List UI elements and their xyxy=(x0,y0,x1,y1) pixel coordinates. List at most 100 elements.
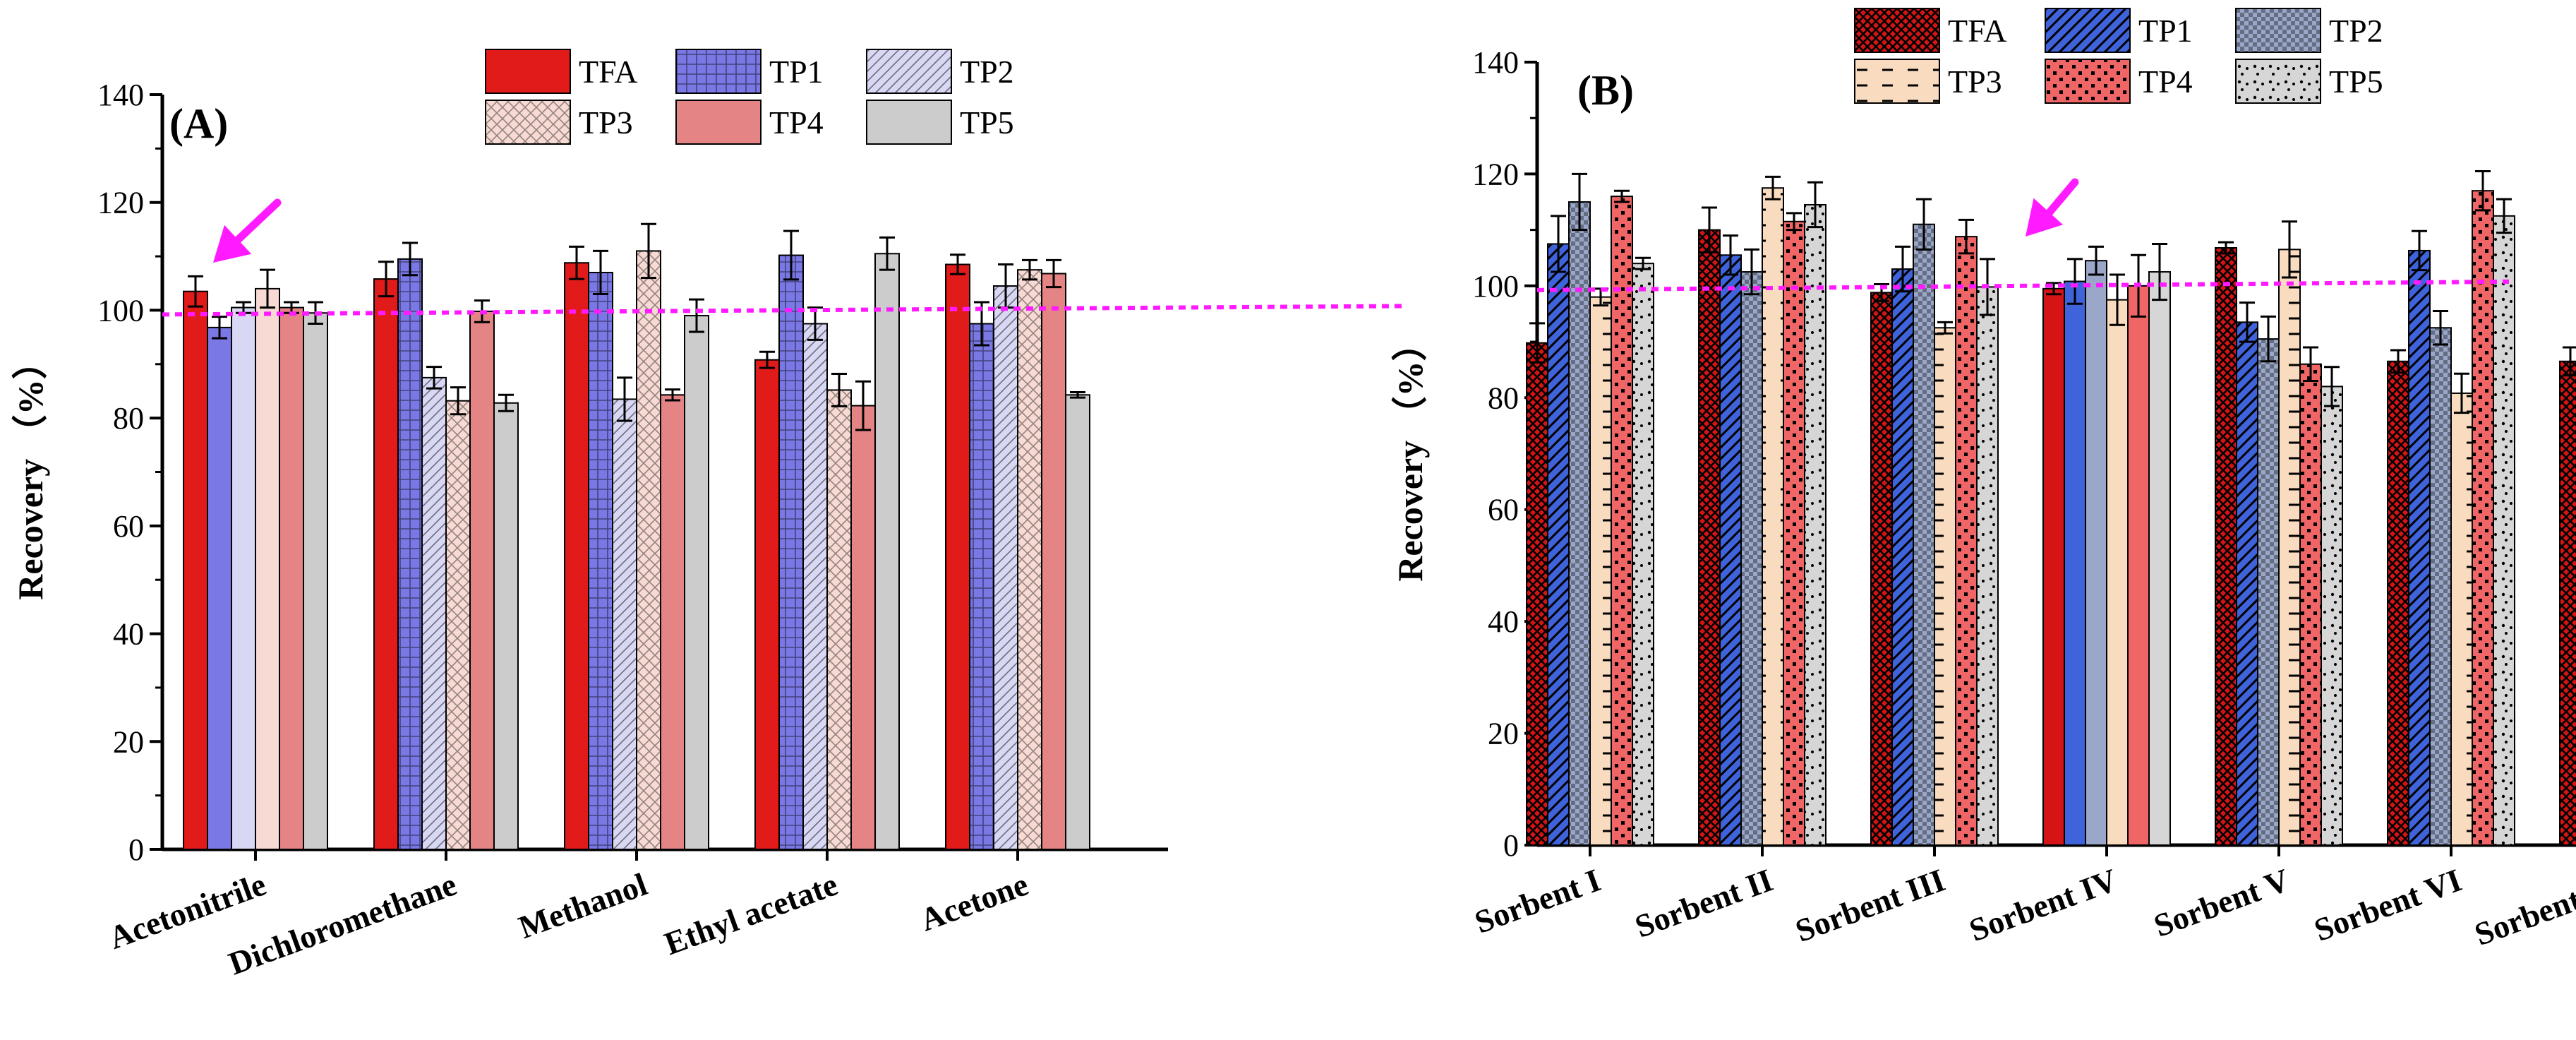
bar-sorbent-v-tp2-pattern xyxy=(2258,339,2279,845)
legend-label-tp1: TP1 xyxy=(2138,13,2193,49)
bar-dichloromethane-tp3-pattern xyxy=(446,400,470,849)
legend-swatch-tp5-pattern xyxy=(2236,59,2321,103)
category-label-sorbent-iii: Sorbent III xyxy=(1790,861,1949,949)
y-tick-label: 80 xyxy=(113,401,144,436)
bar-sorbent-i-tp2-pattern xyxy=(1569,202,1590,845)
bar-sorbent-vi-tp5-pattern xyxy=(2493,215,2515,845)
bar-acetonitrile-tp3 xyxy=(255,287,280,850)
bar-acetonitrile-tp5 xyxy=(303,312,328,851)
bar-sorbent-vi-tp4-pattern xyxy=(2472,191,2493,845)
y-tick-label: 100 xyxy=(1472,269,1519,304)
legend-swatch-tp1-pattern xyxy=(676,49,761,93)
category-label-sorbent-ii: Sorbent II xyxy=(1630,861,1777,944)
bar-sorbent-iii-tp5-pattern xyxy=(1977,287,1998,846)
category-label-sorbent-i: Sorbent I xyxy=(1470,861,1606,940)
y-tick-label: 60 xyxy=(113,509,144,544)
bar-sorbent-v-tp3-pattern xyxy=(2279,249,2300,845)
bar-dichloromethane-tp4 xyxy=(469,310,495,851)
bar-sorbent-vii-tfa-pattern xyxy=(2560,361,2576,846)
y-tick-label: 120 xyxy=(97,186,144,220)
bar-sorbent-ii-tp3-pattern xyxy=(1762,188,1783,845)
legend-label-tp5: TP5 xyxy=(960,104,1014,141)
bar-methanol-tp2-pattern xyxy=(613,399,637,849)
bar-sorbent-vi-tp2-pattern xyxy=(2430,328,2451,846)
y-tick-label: 40 xyxy=(113,617,144,652)
bar-methanol-tp3-pattern xyxy=(637,251,661,850)
bar-sorbent-vi-tp3-pattern xyxy=(2451,393,2472,845)
bar-methanol-tp1-pattern xyxy=(589,272,613,849)
legend-swatch-tfa xyxy=(485,49,571,94)
category-label-sorbent-v: Sorbent V xyxy=(2149,861,2294,943)
bar-sorbent-ii-tfa-pattern xyxy=(1699,229,1720,846)
bar-sorbent-ii-tp1-pattern xyxy=(1720,255,1741,845)
legend-swatch-tp5 xyxy=(866,100,952,145)
y-tick-label: 140 xyxy=(97,78,144,112)
bar-ethyl-acetate-tp2-pattern xyxy=(803,323,827,850)
bar-methanol-tp4 xyxy=(660,394,685,850)
bar-sorbent-iii-tp3-pattern xyxy=(1934,328,1956,846)
legend-label-tp4: TP4 xyxy=(769,104,824,141)
y-tick-label: 20 xyxy=(113,724,144,759)
legend-swatch-tp1-pattern xyxy=(2045,8,2130,52)
bar-sorbent-vi-tp1-pattern xyxy=(2409,250,2430,845)
bar-ethyl-acetate-tfa xyxy=(754,359,780,851)
legend-swatch-tp4 xyxy=(675,100,762,145)
bar-sorbent-iv-tp2 xyxy=(2085,260,2107,847)
category-label-methanol: Methanol xyxy=(514,866,651,945)
bar-sorbent-i-tp4-pattern xyxy=(1611,196,1632,846)
bar-acetone-tp3-pattern xyxy=(1018,270,1042,849)
bar-acetonitrile-tp4 xyxy=(279,306,304,850)
legend-swatch-tp2-pattern xyxy=(867,49,951,93)
y-tick-label: 100 xyxy=(97,293,144,328)
bar-ethyl-acetate-tp1-pattern xyxy=(779,255,803,849)
y-tick-label: 0 xyxy=(1503,828,1519,863)
legend-label-tp2: TP2 xyxy=(960,54,1014,90)
bar-acetone-tfa xyxy=(945,263,970,850)
bar-methanol-tp5 xyxy=(684,315,709,851)
legend-label-tp3: TP3 xyxy=(1948,64,2002,100)
y-tick-label: 80 xyxy=(1488,381,1519,415)
legend-swatch-tp2-pattern xyxy=(2236,8,2321,52)
highlight-arrow-head xyxy=(2026,198,2064,237)
legend-label-tp1: TP1 xyxy=(769,54,824,90)
bar-sorbent-ii-tp5-pattern xyxy=(1805,204,1826,845)
bar-sorbent-iv-tp5 xyxy=(2148,271,2171,846)
legend-label-tp5: TP5 xyxy=(2329,64,2383,100)
bar-sorbent-i-tp5-pattern xyxy=(1632,263,1654,846)
y-tick-label: 140 xyxy=(1472,45,1519,80)
bar-acetonitrile-tp2 xyxy=(231,306,256,850)
category-label-sorbent-vi: Sorbent VI xyxy=(2309,861,2466,948)
category-label-acetone: Acetone xyxy=(915,866,1033,938)
legend-label-tp2: TP2 xyxy=(2329,13,2383,49)
reference-line xyxy=(1536,279,2510,292)
bar-ethyl-acetate-tp5 xyxy=(874,253,900,850)
bar-sorbent-ii-tp4-pattern xyxy=(1783,221,1805,845)
bar-sorbent-iii-tp4-pattern xyxy=(1956,237,1977,845)
y-tick-label: 20 xyxy=(1488,717,1519,751)
bar-sorbent-i-tp1-pattern xyxy=(1548,244,1569,846)
bar-acetone-tp2-pattern xyxy=(994,286,1018,849)
bar-acetone-tp4 xyxy=(1041,273,1066,850)
bar-sorbent-iii-tfa-pattern xyxy=(1871,292,1892,845)
bar-sorbent-iv-tp1 xyxy=(2064,280,2086,846)
bar-sorbent-v-tfa-pattern xyxy=(2215,247,2237,845)
bar-sorbent-v-tp4-pattern xyxy=(2300,364,2321,845)
chart-panel-b: 0 20 40 60 80 100 120 140 Recovery （%） (B) Sorbent… xyxy=(1390,8,2576,952)
legend-label-tfa: TFA xyxy=(579,54,638,90)
bar-sorbent-iv-tp4 xyxy=(2127,285,2150,847)
bar-ethyl-acetate-tp4 xyxy=(850,405,876,850)
bar-sorbent-i-tfa-pattern xyxy=(1527,342,1548,845)
category-label-sorbent-vii: Sorbent VII xyxy=(2470,861,2576,952)
y-tick-label: 0 xyxy=(128,832,144,867)
bar-sorbent-v-tp1-pattern xyxy=(2237,322,2258,845)
bar-sorbent-iii-tp1-pattern xyxy=(1892,269,1913,845)
legend-swatch-tfa-pattern xyxy=(1855,8,1939,52)
bar-sorbent-v-tp5-pattern xyxy=(2321,386,2342,845)
legend-swatch-tp4-pattern xyxy=(2045,59,2130,103)
legend: TFA TP1 TP2 TP3 TP4 TP5 xyxy=(1854,8,2383,104)
bar-methanol-tfa xyxy=(564,262,589,850)
bar-sorbent-iv-tp3 xyxy=(2106,299,2129,846)
category-label-sorbent-iv: Sorbent IV xyxy=(1965,861,2122,948)
legend-label-tp4: TP4 xyxy=(2138,64,2193,100)
